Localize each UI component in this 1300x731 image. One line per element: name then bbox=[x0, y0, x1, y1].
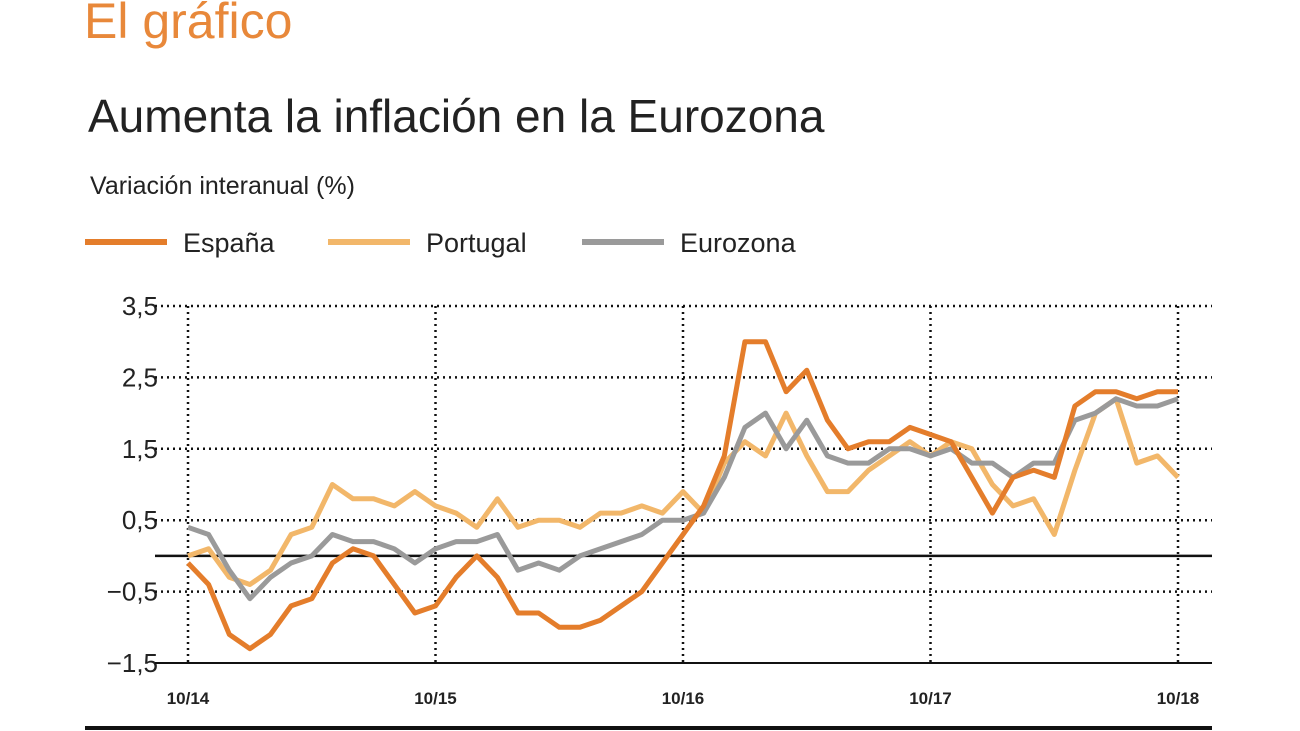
y-tick-label: 1,5 bbox=[122, 434, 158, 464]
chart-subtitle: Variación interanual (%) bbox=[90, 172, 355, 200]
chart-title: Aumenta la inflación en la Eurozona bbox=[88, 90, 825, 142]
y-tick-label: −1,5 bbox=[107, 648, 158, 678]
y-tick-label: −0,5 bbox=[107, 577, 158, 607]
x-tick-label: 10/17 bbox=[909, 689, 952, 708]
y-tick-label: 2,5 bbox=[122, 362, 158, 392]
header: El gráfico bbox=[84, 0, 292, 49]
series-line bbox=[187, 396, 1180, 587]
legend-label: Eurozona bbox=[680, 228, 797, 258]
x-tick-label: 10/16 bbox=[662, 689, 705, 708]
legend-label: Portugal bbox=[426, 228, 527, 258]
y-tick-label: 0,5 bbox=[122, 505, 158, 535]
y-tick-label: 3,5 bbox=[122, 291, 158, 321]
x-tick-label: 10/18 bbox=[1157, 689, 1200, 708]
x-tick-label: 10/14 bbox=[167, 689, 210, 708]
x-tick-label: 10/15 bbox=[414, 689, 457, 708]
series-line bbox=[186, 339, 1178, 652]
legend-label: España bbox=[183, 228, 276, 258]
